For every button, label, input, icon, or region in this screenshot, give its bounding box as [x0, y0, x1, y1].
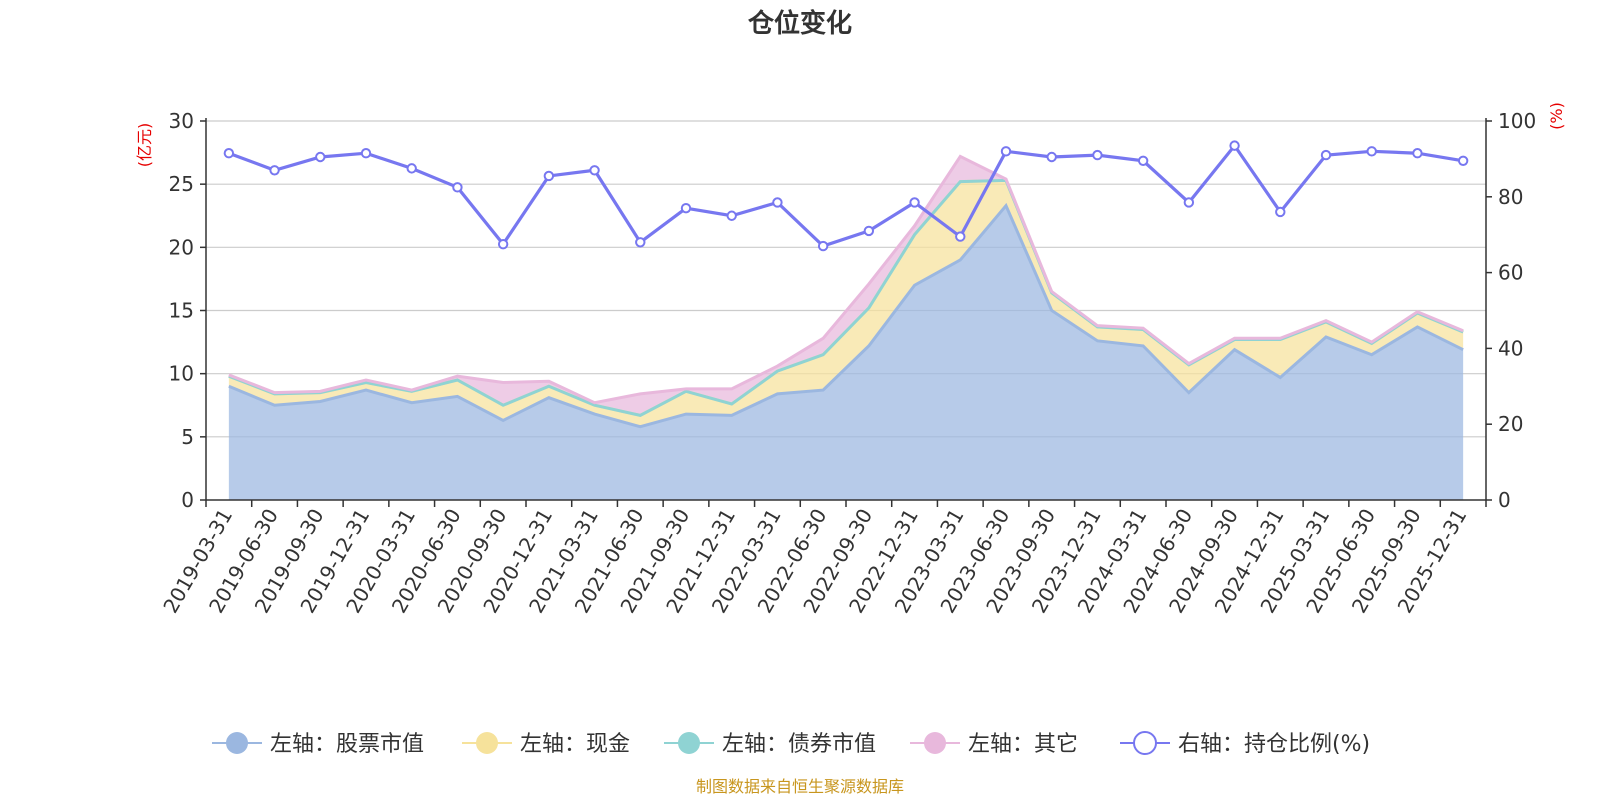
right-axis-unit: (%): [1547, 102, 1566, 130]
left-axis-unit: (亿元): [135, 123, 154, 168]
left-tick-label: 10: [169, 362, 194, 386]
ratio-point: [909, 197, 920, 208]
legend-item: 左轴：股票市值: [212, 732, 424, 757]
ratio-point: [1275, 206, 1286, 218]
legend-symbol: [924, 732, 946, 754]
ratio-point: [1137, 155, 1149, 166]
ratio-point: [1092, 149, 1103, 161]
left-tick-label: 30: [169, 109, 194, 133]
ratio-point: [635, 237, 646, 248]
ratio-point: [406, 163, 417, 174]
left-tick-label: 0: [181, 488, 194, 512]
ratio-point: [1412, 148, 1423, 159]
source-note: 制图数据来自恒生聚源数据库: [696, 777, 904, 796]
ratio-point: [1183, 197, 1195, 208]
ratio-point: [772, 197, 783, 208]
ratio-point: [269, 165, 280, 176]
line-other: [228, 154, 1464, 405]
legend-label: 左轴：债券市值: [722, 732, 876, 757]
ratio-point: [360, 148, 372, 159]
ratio-point: [497, 238, 509, 250]
right-tick-label: 40: [1498, 336, 1523, 360]
legend-symbol: [1133, 731, 1157, 755]
right-tick-label: 100: [1498, 109, 1536, 133]
ratio-point: [452, 182, 463, 193]
right-tick-label: 60: [1498, 261, 1523, 285]
ratio-point: [1000, 146, 1012, 157]
chart-title: 仓位变化: [747, 8, 852, 39]
ratio-point: [223, 148, 235, 159]
ratio-point: [1229, 140, 1240, 151]
legend-label: 左轴：其它: [968, 732, 1078, 757]
series-lines: [228, 142, 1464, 429]
legend: 左轴：股票市值 左轴：现金 左轴：债券市值 左轴：其它 右轴：持仓比例(%): [212, 731, 1370, 757]
ratio-points: [223, 140, 1469, 252]
ratio-point: [1046, 151, 1057, 163]
right-tick-label: 80: [1498, 185, 1523, 209]
legend-label: 左轴：股票市值: [270, 732, 424, 757]
ratio-point: [863, 225, 875, 237]
legend-item: 左轴：债券市值: [664, 732, 876, 757]
legend-symbol: [226, 732, 248, 754]
ratio-point: [1366, 146, 1377, 157]
ratio-point: [955, 231, 966, 242]
legend-label: 左轴：现金: [520, 732, 630, 757]
ratio-point: [680, 202, 692, 214]
legend-item: 左轴：现金: [462, 732, 630, 757]
ratio-point: [1320, 149, 1332, 161]
left-tick-label: 15: [169, 299, 194, 323]
ratio-point: [817, 240, 829, 252]
stacked-areas: [228, 156, 1464, 501]
ratio-point: [315, 151, 326, 163]
ratio-point: [589, 165, 600, 176]
line-stock: [228, 202, 1464, 429]
legend-symbol: [678, 732, 700, 754]
legend-symbol: [476, 732, 498, 754]
right-tick-label: 20: [1498, 412, 1523, 436]
legend-item: 左轴：其它: [910, 732, 1078, 757]
area-stock: [228, 205, 1464, 501]
left-tick-label: 5: [181, 425, 194, 449]
ratio-point: [543, 170, 555, 182]
ratio-point: [1457, 155, 1469, 166]
legend-item: 右轴：持仓比例(%): [1120, 731, 1370, 757]
legend-label: 右轴：持仓比例(%): [1178, 732, 1370, 757]
left-tick-label: 20: [169, 235, 194, 259]
line-ratio: [228, 142, 1464, 248]
ratio-point: [726, 210, 737, 221]
right-tick-label: 0: [1498, 488, 1511, 512]
left-tick-label: 25: [169, 172, 194, 196]
